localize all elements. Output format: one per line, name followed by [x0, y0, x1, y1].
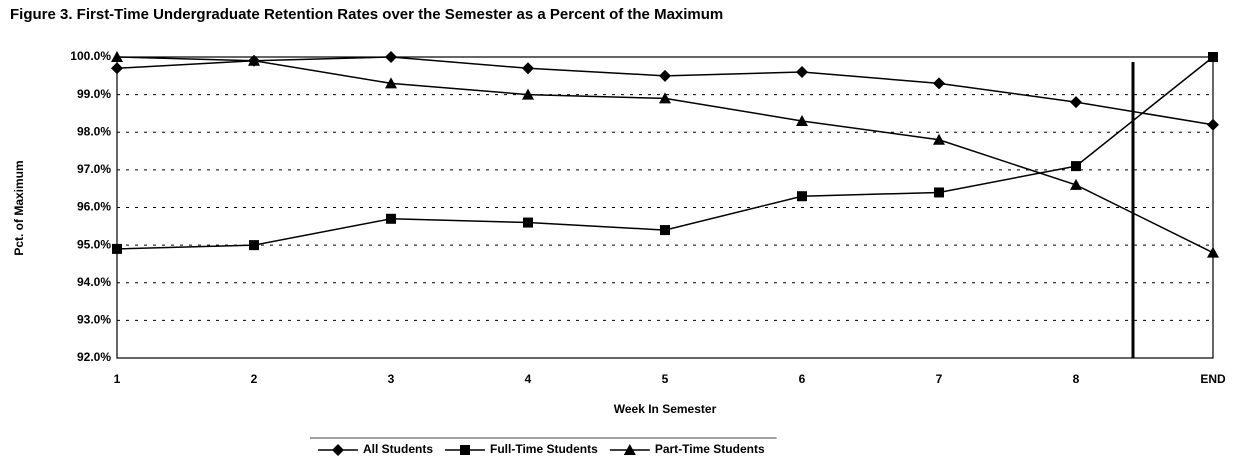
x-tick-label: 1 [114, 372, 121, 386]
chart-title: Figure 3. First-Time Undergraduate Reten… [10, 6, 723, 23]
marker-triangle [1207, 246, 1219, 258]
marker-triangle [248, 54, 260, 66]
y-tick-label: 95.0% [77, 237, 111, 251]
legend-label: Part-Time Students [655, 442, 765, 456]
y-tick-label: 96.0% [77, 200, 111, 214]
series-line [116, 56, 1214, 250]
legend-label: All Students [363, 442, 433, 456]
x-tick-label: 5 [662, 372, 669, 386]
plot-frame [116, 56, 1214, 359]
marker-triangle [796, 114, 808, 126]
marker-square [112, 243, 122, 254]
marker-square [523, 217, 533, 228]
marker-square [660, 225, 670, 236]
marker-triangle [522, 88, 534, 100]
marker-square [386, 213, 396, 224]
marker-square [934, 187, 944, 198]
y-tick-label: 99.0% [77, 87, 111, 101]
marker-diamond [933, 77, 945, 90]
x-tick-label: END [1200, 372, 1226, 386]
x-tick-label: 8 [1073, 372, 1080, 386]
legend-marker [332, 444, 344, 456]
legend-marker [623, 444, 636, 455]
y-tick-label: 92.0% [77, 350, 111, 364]
y-tick-label: 97.0% [77, 162, 111, 176]
series-line [116, 56, 1214, 126]
marker-triangle [385, 77, 397, 89]
x-axis-label: Week In Semester [614, 402, 717, 416]
marker-triangle [659, 92, 671, 104]
marker-diamond [796, 66, 808, 79]
x-tick-label: 2 [251, 372, 258, 386]
marker-diamond [659, 69, 671, 82]
marker-diamond [522, 62, 534, 75]
series-line [116, 56, 1214, 254]
y-tick-label: 93.0% [77, 313, 111, 327]
marker-diamond [1207, 118, 1219, 131]
marker-square [797, 191, 807, 202]
x-tick-label: 4 [525, 372, 532, 386]
marker-diamond [385, 51, 397, 63]
y-tick-label: 94.0% [77, 275, 111, 289]
y-tick-label: 98.0% [77, 124, 111, 138]
marker-square [1208, 52, 1218, 62]
marker-triangle [1070, 178, 1082, 190]
y-axis-label: Pct. of Maximum [12, 160, 26, 255]
y-tick-label: 100.0% [70, 49, 111, 63]
marker-triangle [933, 133, 945, 145]
marker-diamond [1070, 96, 1082, 109]
marker-diamond [111, 62, 123, 75]
marker-square [1071, 161, 1081, 172]
x-tick-label: 6 [799, 372, 806, 386]
x-tick-label: 3 [388, 372, 395, 386]
marker-triangle [111, 51, 123, 62]
x-tick-label: 7 [936, 372, 943, 386]
marker-square [249, 240, 259, 251]
legend-marker [460, 445, 471, 455]
legend-label: Full-Time Students [490, 442, 598, 456]
